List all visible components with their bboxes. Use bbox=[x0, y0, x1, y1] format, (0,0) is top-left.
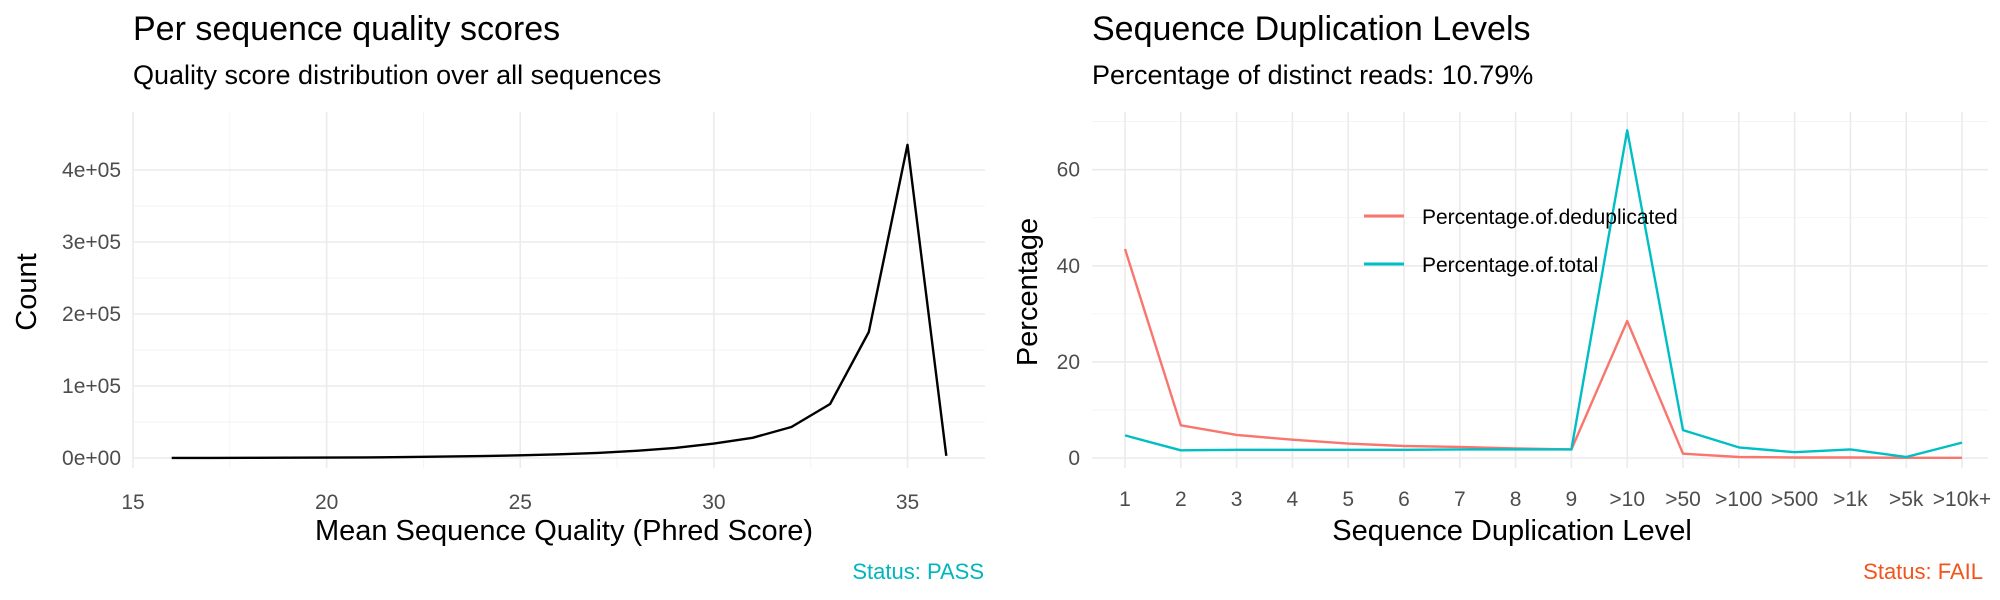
quality-x-tick-label: 30 bbox=[702, 491, 725, 514]
quality-y-tick-labels: 0e+00 1e+05 2e+05 3e+05 4e+05 bbox=[62, 159, 121, 470]
duplication-x-tick-label: >5k bbox=[1889, 488, 1924, 511]
duplication-x-tick-label: >50 bbox=[1665, 488, 1701, 511]
duplication-x-tick-label: 2 bbox=[1175, 488, 1187, 511]
duplication-x-tick-label: 8 bbox=[1510, 488, 1522, 511]
quality-x-tick-label: 20 bbox=[315, 491, 338, 514]
quality-y-tick-label: 4e+05 bbox=[62, 159, 121, 182]
quality-scores-panel: Per sequence quality scores Quality scor… bbox=[11, 10, 985, 584]
quality-y-axis-title: Count bbox=[11, 253, 43, 330]
quality-status-label: Status: PASS bbox=[852, 559, 984, 584]
legend-label-deduplicated: Percentage.of.deduplicated bbox=[1422, 206, 1678, 229]
duplication-series-group bbox=[1123, 129, 1963, 459]
duplication-y-tick-label: 40 bbox=[1057, 255, 1080, 278]
quality-grid bbox=[132, 112, 985, 468]
duplication-x-tick-label: 1 bbox=[1119, 488, 1131, 511]
quality-y-tick-label: 2e+05 bbox=[62, 303, 121, 326]
duplication-x-tick-label: >100 bbox=[1715, 488, 1762, 511]
duplication-y-tick-label: 20 bbox=[1057, 351, 1080, 374]
duplication-x-tick-label: 4 bbox=[1287, 488, 1299, 511]
duplication-chart-title: Sequence Duplication Levels bbox=[1092, 10, 1531, 48]
total-series-line bbox=[1124, 129, 1963, 459]
duplication-x-tick-label: 7 bbox=[1454, 488, 1466, 511]
quality-x-tick-label: 35 bbox=[896, 491, 919, 514]
duplication-x-axis-title: Sequence Duplication Level bbox=[1332, 515, 1692, 547]
duplication-x-tick-label: 6 bbox=[1398, 488, 1410, 511]
quality-chart-title: Per sequence quality scores bbox=[133, 10, 560, 48]
quality-x-tick-label: 25 bbox=[509, 491, 532, 514]
duplication-x-tick-label: >500 bbox=[1771, 488, 1818, 511]
duplication-x-tick-labels: 1 2 3 4 5 6 7 8 9 >10 >50 >100 >500 >1k >5k >10k+ bbox=[1119, 488, 1991, 511]
duplication-x-tick-label: 9 bbox=[1566, 488, 1578, 511]
duplication-x-tick-label: 3 bbox=[1231, 488, 1243, 511]
duplication-chart-subtitle: Percentage of distinct reads: 10.79% bbox=[1092, 60, 1533, 90]
quality-y-tick-label: 0e+00 bbox=[62, 447, 121, 470]
quality-series-group bbox=[171, 143, 948, 460]
duplication-x-tick-label: >10k+ bbox=[1933, 488, 1991, 511]
quality-x-axis-title: Mean Sequence Quality (Phred Score) bbox=[315, 515, 813, 547]
quality-x-tick-labels: 15 20 25 30 35 bbox=[121, 491, 919, 514]
legend-label-total: Percentage.of.total bbox=[1422, 254, 1598, 277]
quality-x-tick-label: 15 bbox=[121, 491, 144, 514]
duplication-x-tick-label: >10 bbox=[1609, 488, 1645, 511]
duplication-x-tick-label: >1k bbox=[1833, 488, 1868, 511]
quality-y-tick-label: 3e+05 bbox=[62, 231, 121, 254]
duplication-y-tick-label: 0 bbox=[1068, 447, 1080, 470]
quality-y-tick-label: 1e+05 bbox=[62, 375, 121, 398]
quality-chart-subtitle: Quality score distribution over all sequ… bbox=[133, 60, 661, 90]
deduplicated-series-line bbox=[1123, 248, 1962, 459]
duplication-x-tick-label: 5 bbox=[1342, 488, 1354, 511]
duplication-y-tick-labels: 0 20 40 60 bbox=[1057, 159, 1080, 470]
duplication-legend: Percentage.of.deduplicated Percentage.of… bbox=[1364, 206, 1678, 277]
duplication-y-tick-label: 60 bbox=[1057, 159, 1080, 182]
quality-count-line bbox=[171, 143, 948, 460]
duplication-y-axis-title: Percentage bbox=[1012, 218, 1044, 366]
duplication-grid bbox=[1092, 112, 1988, 468]
duplication-levels-panel: Sequence Duplication Levels Percentage o… bbox=[1012, 10, 1991, 584]
duplication-status-label: Status: FAIL bbox=[1863, 559, 1983, 584]
